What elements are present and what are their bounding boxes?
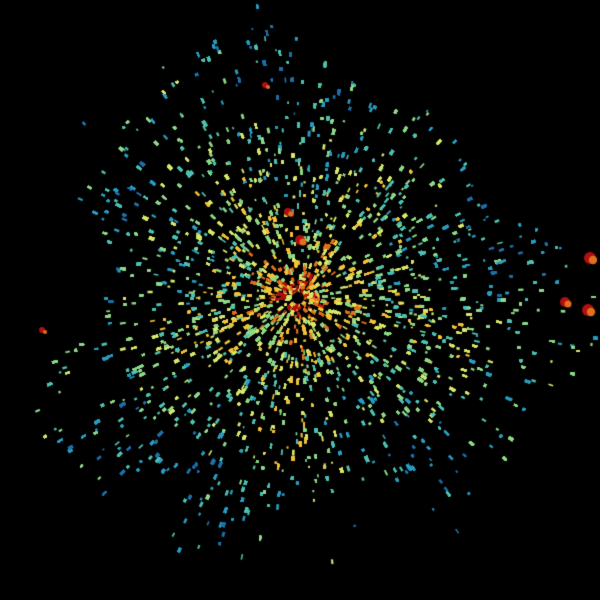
radar-image	[0, 0, 600, 600]
radar-reflectivity-canvas	[0, 0, 600, 600]
